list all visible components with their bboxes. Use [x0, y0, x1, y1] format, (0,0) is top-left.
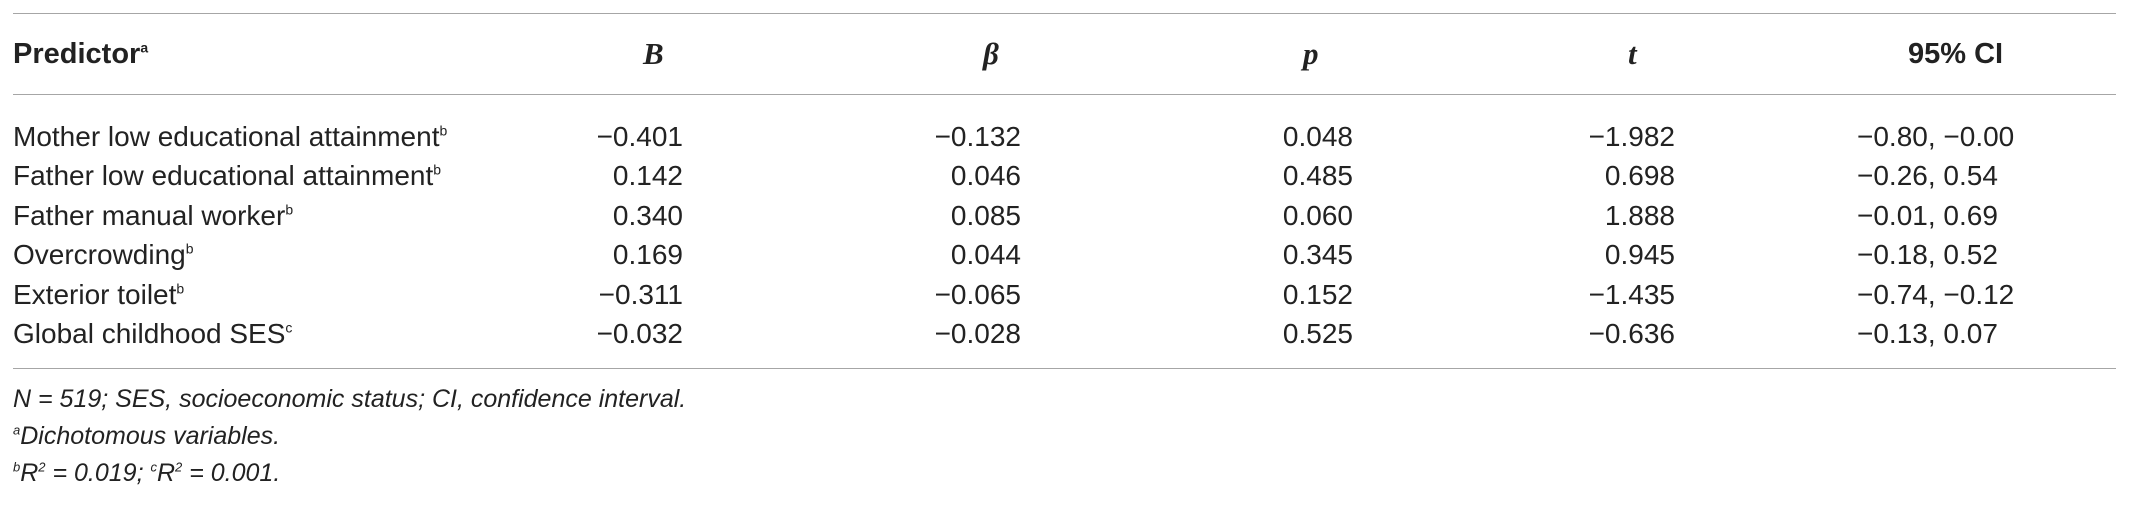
cell-t: −1.982 — [1588, 120, 1675, 152]
cell-B: −0.311 — [598, 278, 683, 310]
cell-p: 0.345 — [1282, 239, 1353, 271]
cell-beta: 0.044 — [950, 239, 1021, 271]
cell-B: −0.032 — [596, 318, 683, 350]
row-label: Exterior toiletb — [13, 278, 185, 310]
regression-table: Predictora B β p t 95% CI Mother low edu… — [13, 13, 2116, 492]
top-rule — [13, 13, 2116, 14]
header-row: Predictora B β p t 95% CI — [13, 14, 2116, 94]
row-label: Global childhood SESc — [13, 318, 293, 350]
cell-beta: −0.132 — [934, 120, 1021, 152]
note-dichotomous: aDichotomous variables. — [13, 422, 281, 450]
table-body: Mother low educational attainmentb −0.40… — [13, 95, 2116, 368]
cell-B: 0.340 — [612, 199, 683, 231]
cell-beta: −0.065 — [934, 278, 1021, 310]
cell-t: 0.698 — [1604, 160, 1675, 192]
cell-t: 0.945 — [1604, 239, 1675, 271]
cell-p: 0.048 — [1282, 120, 1353, 152]
cell-beta: −0.028 — [934, 318, 1021, 350]
header-t: t — [1628, 36, 1637, 71]
cell-p: 0.485 — [1282, 160, 1353, 192]
header-predictor: Predictora — [13, 37, 149, 70]
row-label: Father low educational attainmentb — [13, 160, 442, 192]
cell-p: 0.525 — [1282, 318, 1353, 350]
cell-beta: 0.085 — [950, 199, 1021, 231]
header-p: p — [1303, 36, 1319, 71]
cell-ci: −0.74, −0.12 — [1857, 278, 2015, 310]
cell-ci: −0.18, 0.52 — [1857, 239, 1998, 271]
row-label: Mother low educational attainmentb — [13, 120, 448, 152]
table-row: Exterior toiletb −0.311 −0.065 0.152 −1.… — [13, 275, 2116, 315]
header-B: B — [643, 36, 664, 71]
row-label: Overcrowdingb — [13, 239, 194, 271]
table-row: Mother low educational attainmentb −0.40… — [13, 117, 2116, 157]
cell-t: −0.636 — [1588, 318, 1675, 350]
cell-B: 0.142 — [612, 160, 683, 192]
cell-ci: −0.13, 0.07 — [1857, 318, 1998, 350]
cell-ci: −0.80, −0.00 — [1857, 120, 2015, 152]
cell-B: −0.401 — [596, 120, 683, 152]
cell-p: 0.060 — [1282, 199, 1353, 231]
cell-t: 1.888 — [1604, 199, 1675, 231]
header-beta: β — [983, 36, 999, 71]
header-predictor-sup: a — [140, 38, 149, 55]
cell-ci: −0.26, 0.54 — [1857, 160, 1998, 192]
row-label: Father manual workerb — [13, 199, 294, 231]
cell-p: 0.152 — [1282, 278, 1353, 310]
table-row: Father manual workerb 0.340 0.085 0.060 … — [13, 196, 2116, 236]
table-row: Global childhood SESc −0.032 −0.028 0.52… — [13, 315, 2116, 355]
note-sample: N = 519; SES, socioeconomic status; CI, … — [13, 385, 687, 413]
header-ci: 95% CI — [1908, 37, 2004, 70]
note-r-squared: bR2 = 0.019; cR2 = 0.001. — [13, 459, 281, 487]
cell-beta: 0.046 — [950, 160, 1021, 192]
header-rule — [13, 94, 2116, 95]
cell-B: 0.169 — [612, 239, 683, 271]
table-notes: N = 519; SES, socioeconomic status; CI, … — [13, 369, 2116, 492]
table-row: Father low educational attainmentb 0.142… — [13, 157, 2116, 197]
cell-ci: −0.01, 0.69 — [1857, 199, 1998, 231]
cell-t: −1.435 — [1588, 278, 1675, 310]
table-row: Overcrowdingb 0.169 0.044 0.345 0.945 −0… — [13, 236, 2116, 276]
bottom-rule — [13, 368, 2116, 369]
